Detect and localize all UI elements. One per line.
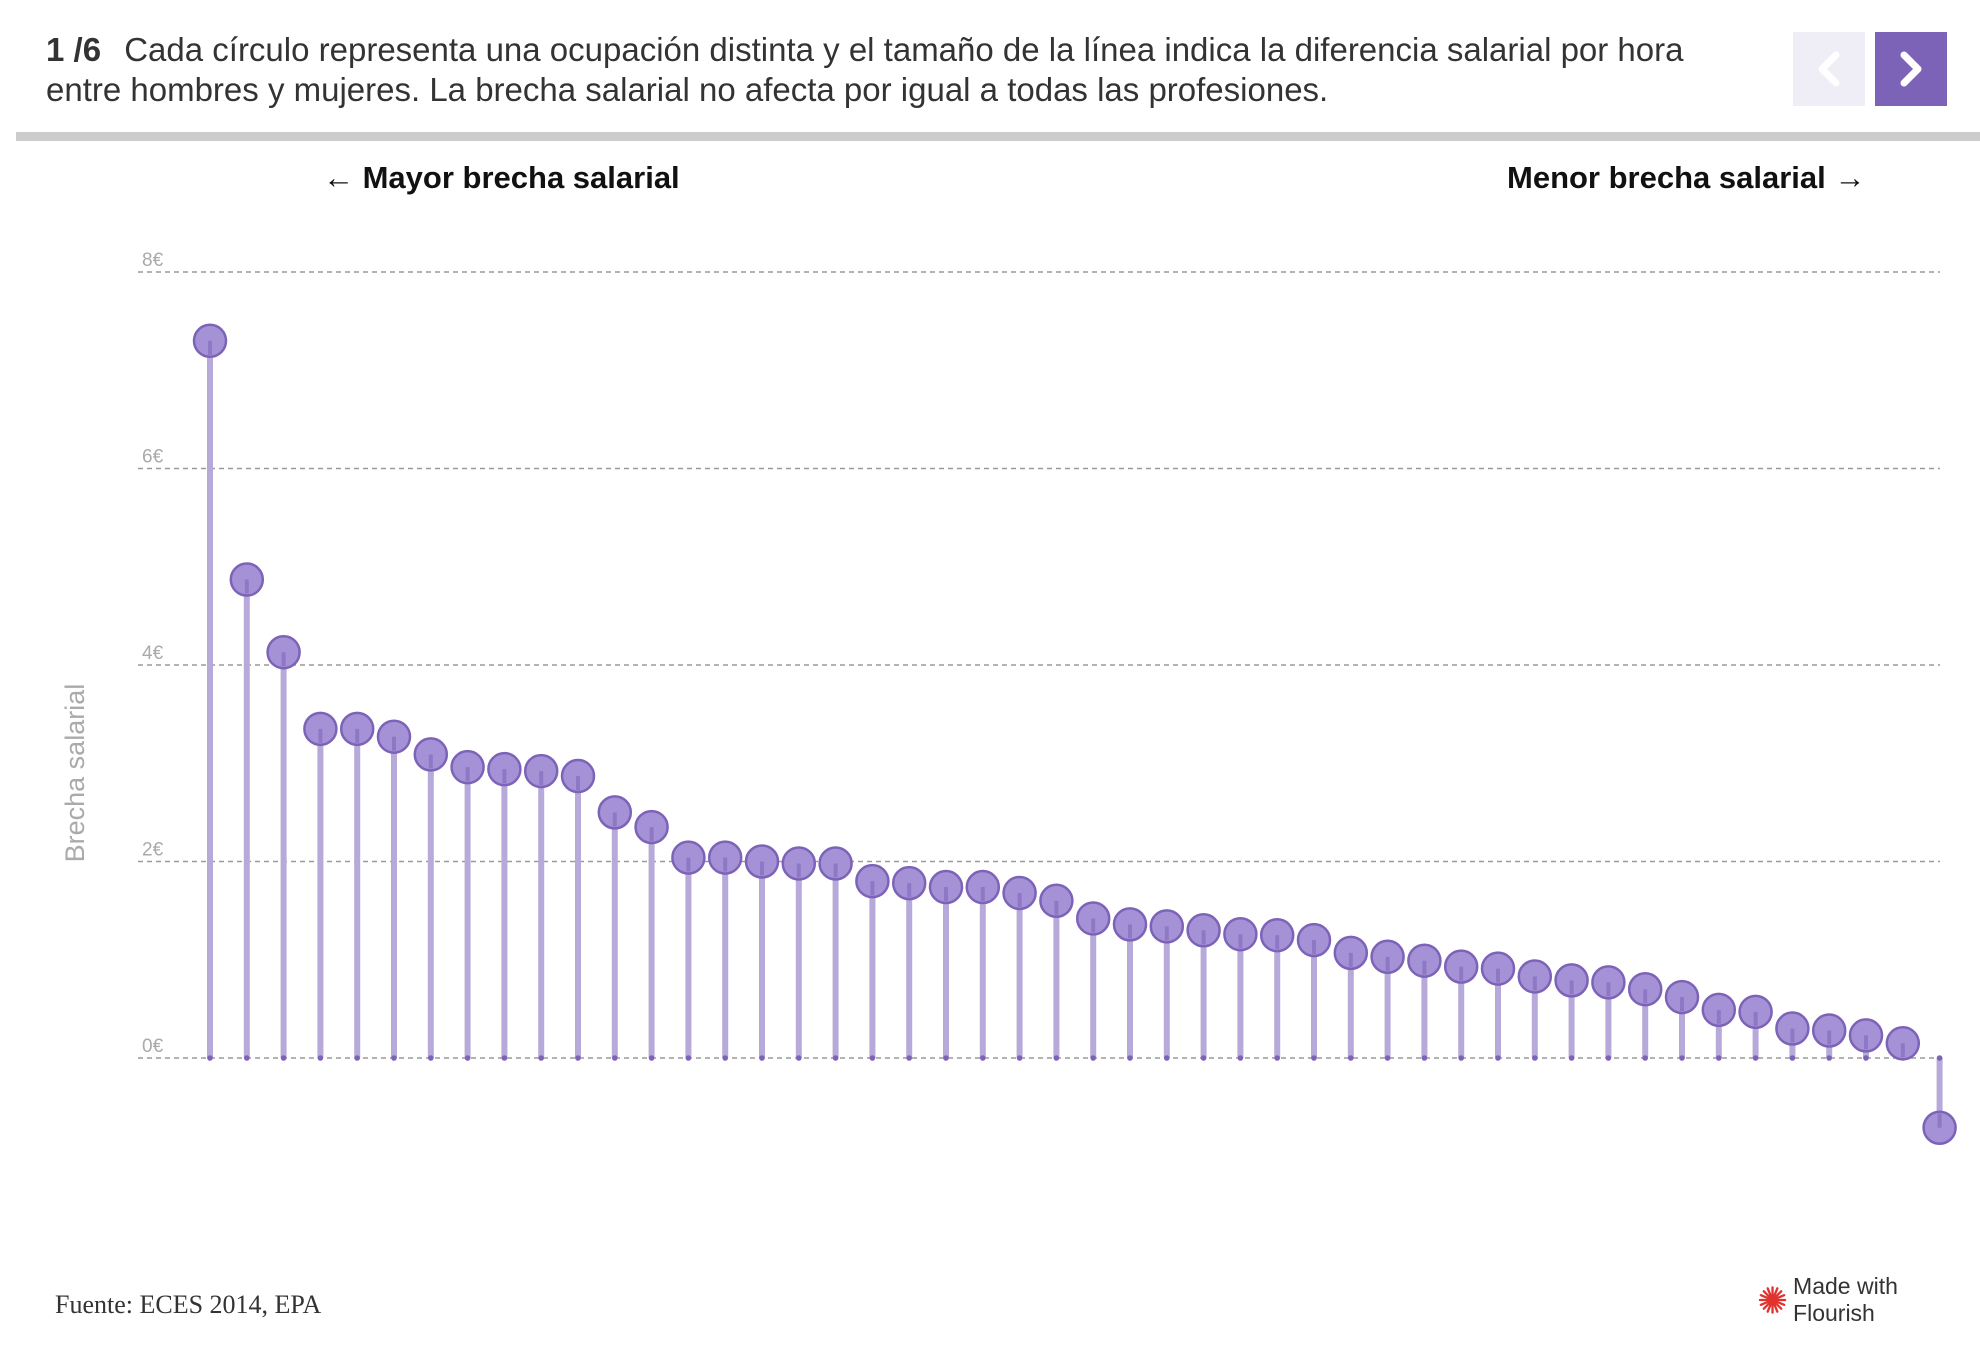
baseline-dot (1274, 1055, 1280, 1061)
flourish-credit-text: Made with Flourish (1793, 1273, 1898, 1326)
baseline-dot (1679, 1055, 1685, 1061)
baseline-dot (1090, 1055, 1096, 1061)
baseline-dot (1716, 1055, 1722, 1061)
baseline-dot (1495, 1055, 1501, 1061)
baseline-dot (1200, 1055, 1207, 1061)
baseline-dot (943, 1055, 949, 1061)
source-note: Fuente: ECES 2014, EPA (55, 1290, 322, 1319)
baseline-dot (1863, 1055, 1869, 1061)
baseline-dot (869, 1055, 876, 1061)
baseline-dot (280, 1055, 287, 1061)
baseline-dot (1237, 1055, 1244, 1061)
baseline-dot (1936, 1055, 1943, 1061)
baseline-dot (1421, 1055, 1428, 1061)
next-step-button[interactable] (1875, 32, 1947, 106)
baseline-dot (1789, 1055, 1796, 1061)
description-text: Cada círculo representa una ocupación di… (46, 31, 1684, 108)
baseline-dot (1752, 1055, 1759, 1061)
baseline-dot (1384, 1055, 1391, 1061)
y-tick-label: 6€ (142, 447, 164, 468)
baseline-dot (906, 1055, 912, 1061)
data-point (1922, 1110, 1957, 1146)
baseline-dot (207, 1055, 213, 1061)
baseline-dot (1568, 1055, 1575, 1061)
baseline-dot (1605, 1055, 1612, 1061)
baseline-dot (685, 1055, 692, 1061)
y-tick-label: 2€ (142, 840, 164, 861)
lollipop-chart: 8€ 6€ 4€ 2€ 0€ Brecha salarial (60, 250, 1957, 1146)
baseline-dot (501, 1055, 508, 1061)
chevron-left-icon (1818, 51, 1840, 87)
baseline-dot (428, 1055, 434, 1061)
baseline-dot (1826, 1055, 1832, 1061)
baseline-dot (612, 1055, 618, 1061)
y-tick-label: 4€ (142, 643, 164, 664)
smaller-gap-label: Menor brecha salarial → (1507, 160, 1866, 195)
previous-step-button[interactable] (1793, 32, 1865, 106)
step-counter: 1 /6 (46, 31, 102, 68)
baseline-dot (759, 1055, 765, 1061)
baseline-dot (832, 1055, 839, 1061)
baseline-dot (244, 1055, 250, 1061)
larger-gap-label: ← Mayor brecha salarial (323, 160, 680, 195)
baseline-dot (1016, 1055, 1023, 1061)
baseline-dot (1164, 1055, 1170, 1061)
data-point (229, 562, 265, 597)
baseline-dot (1053, 1055, 1060, 1061)
baseline-dot (391, 1055, 397, 1061)
chevron-right-icon (1900, 51, 1922, 87)
flourish-logo-icon (1758, 1286, 1787, 1314)
data-point (1885, 1026, 1921, 1061)
baseline-dot (648, 1055, 655, 1061)
flourish-credit[interactable]: Made with Flourish (1758, 1273, 1980, 1327)
baseline-dot (575, 1055, 581, 1061)
baseline-dot (317, 1055, 324, 1061)
baseline-dot (354, 1055, 361, 1061)
baseline-dot (1458, 1055, 1464, 1061)
baseline-dot (1311, 1055, 1317, 1061)
chart-description: 1 /6 Cada círculo representa una ocupaci… (46, 30, 1746, 110)
baseline-dot (722, 1055, 728, 1061)
baseline-dot (1532, 1055, 1538, 1061)
y-tick-label: 0€ (142, 1036, 164, 1057)
baseline-dot (1642, 1055, 1648, 1061)
baseline-dot (464, 1055, 471, 1061)
baseline-dot (980, 1055, 986, 1061)
progress-bar (16, 132, 1980, 141)
y-axis-title: Brecha salarial (60, 684, 90, 863)
y-tick-label: 8€ (142, 250, 164, 271)
baseline-dot (1127, 1055, 1133, 1061)
baseline-dot (1348, 1055, 1354, 1061)
baseline-dot (538, 1055, 544, 1061)
baseline-dot (796, 1055, 802, 1061)
